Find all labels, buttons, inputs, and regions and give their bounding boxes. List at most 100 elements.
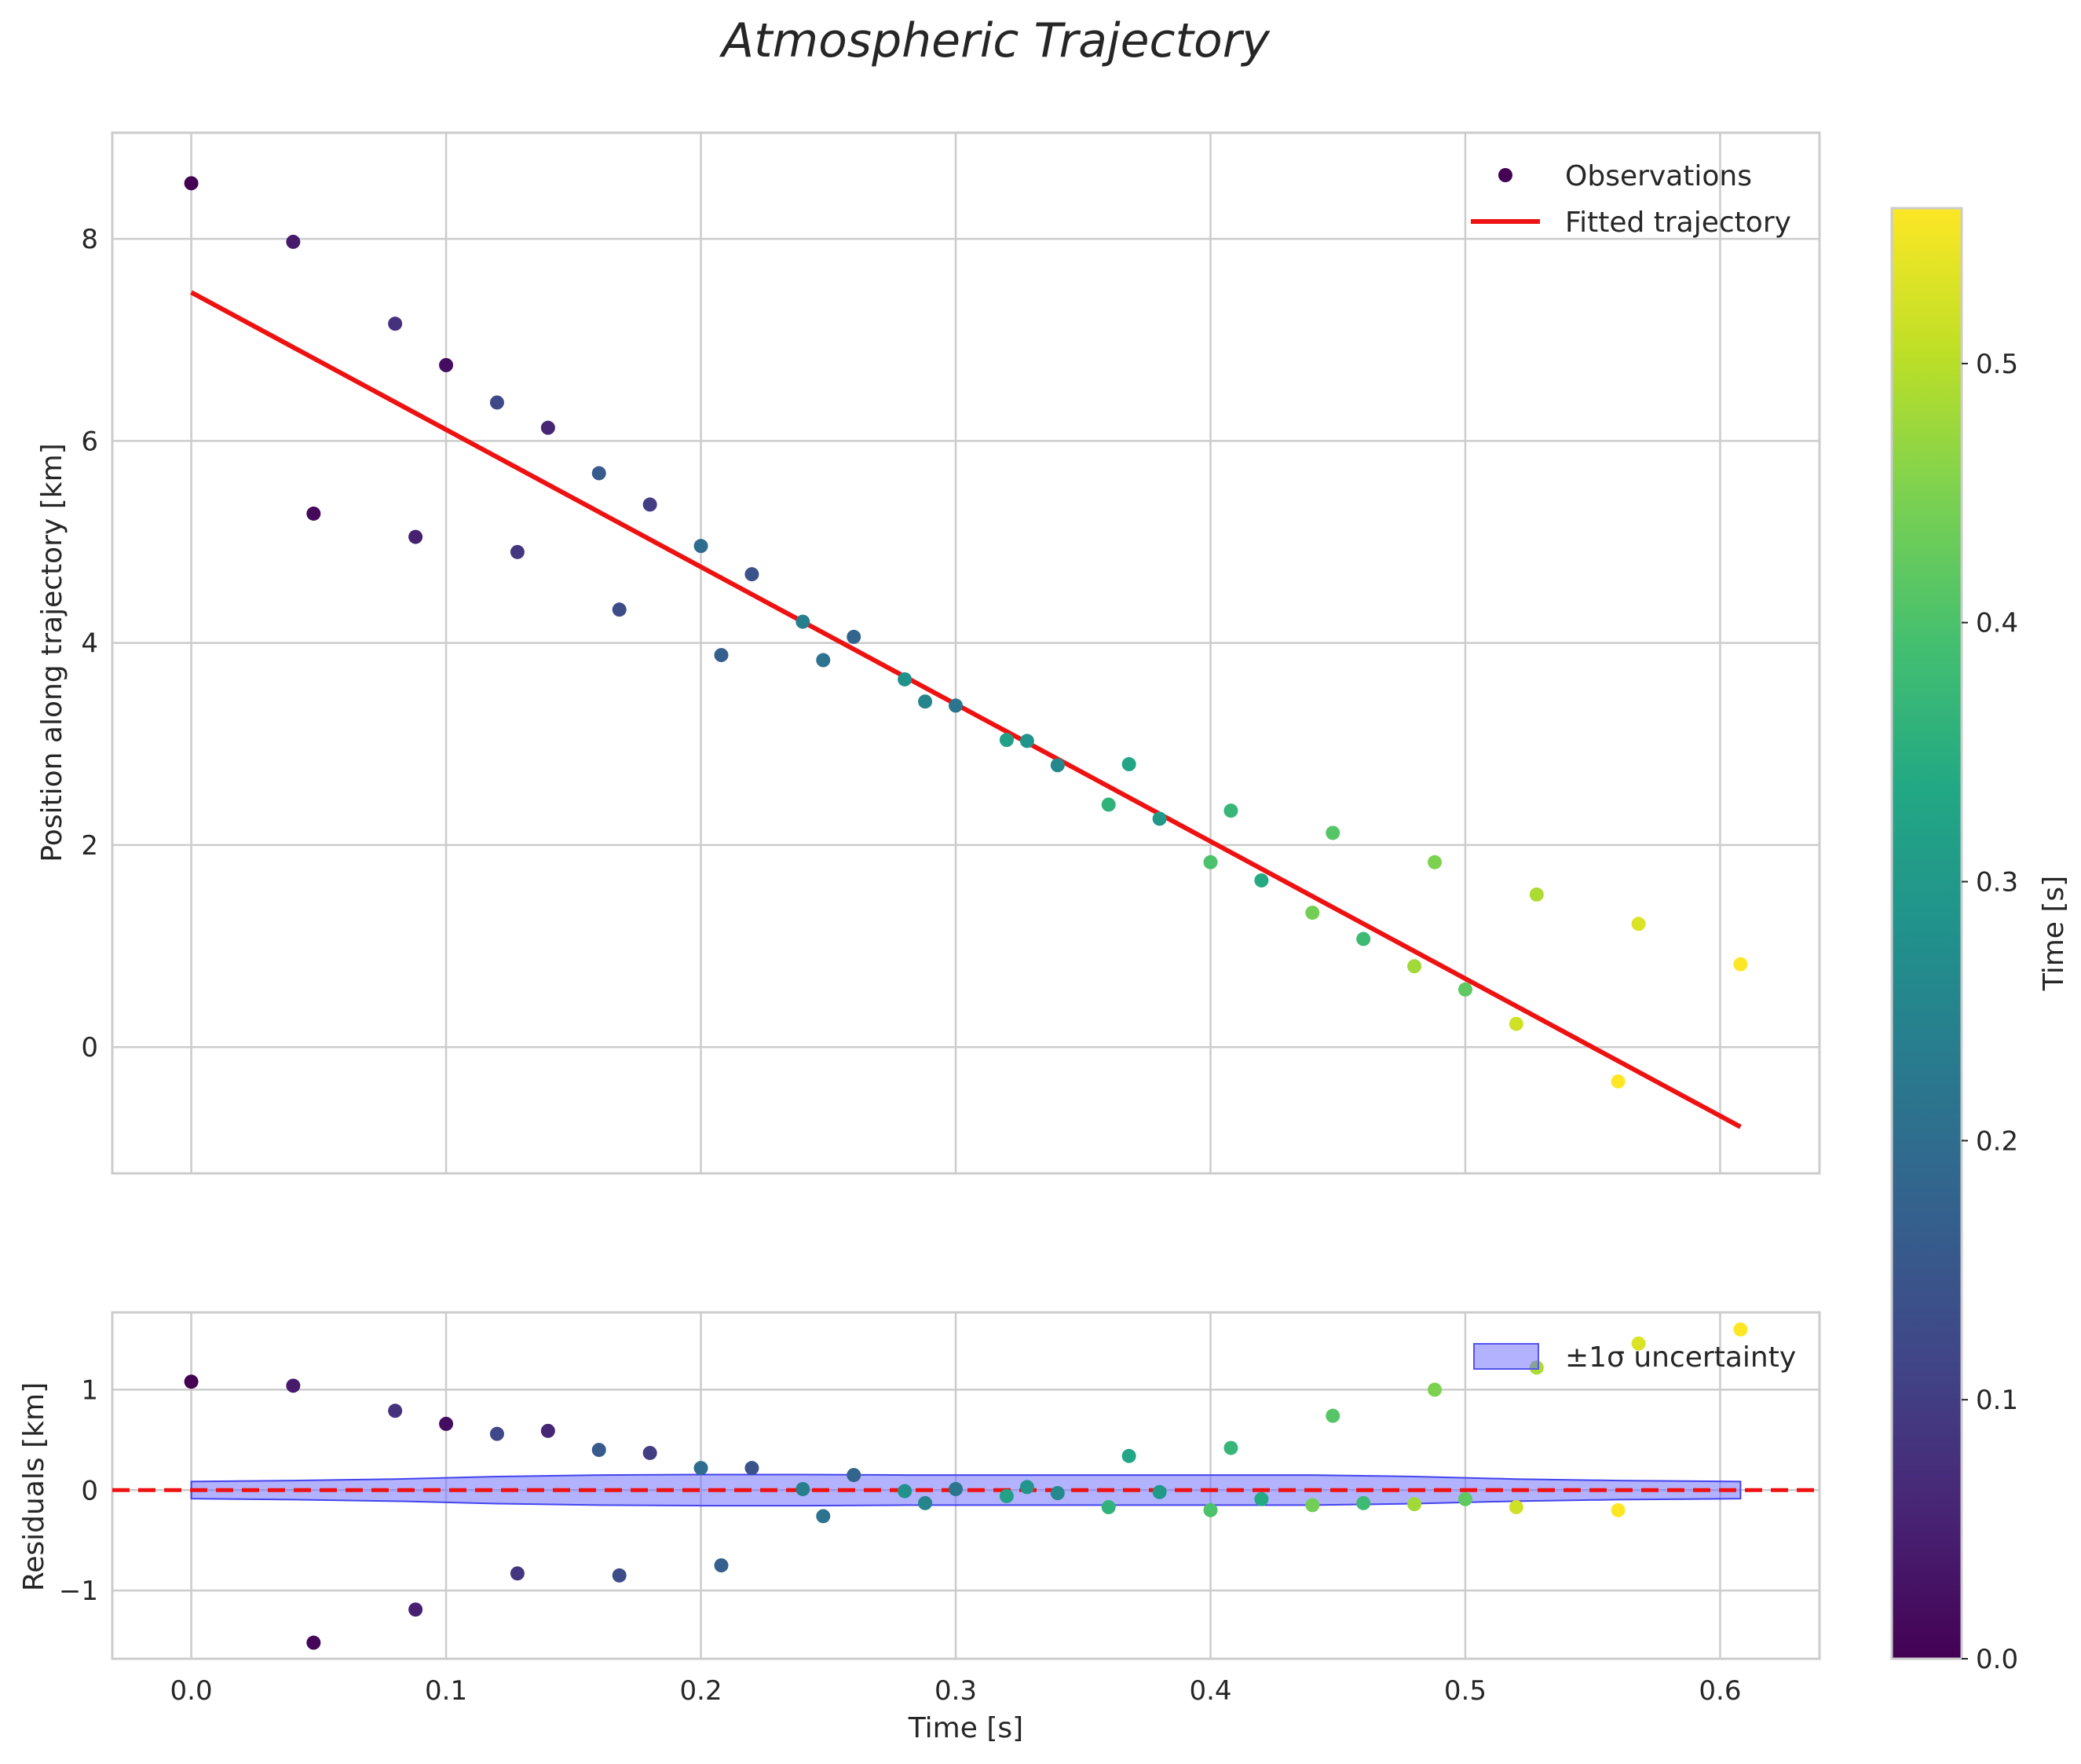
observation-point bbox=[642, 497, 657, 512]
observation-point bbox=[184, 176, 199, 191]
observation-point bbox=[286, 234, 301, 249]
observation-point bbox=[795, 614, 810, 629]
observation-point bbox=[1203, 855, 1218, 869]
observation-point bbox=[1611, 1074, 1626, 1089]
observation-point bbox=[1733, 957, 1748, 972]
observation-point bbox=[489, 395, 504, 410]
observation-point bbox=[1407, 959, 1422, 974]
observation-point bbox=[1428, 855, 1443, 869]
residual-point bbox=[1203, 1502, 1218, 1517]
uncertainty-band bbox=[190, 1473, 1742, 1507]
residual-point bbox=[1152, 1484, 1167, 1499]
y-tick-label: 0 bbox=[81, 1475, 98, 1506]
y-tick-label: 1 bbox=[81, 1374, 98, 1406]
y-tick-label: 6 bbox=[81, 426, 98, 457]
y-tick-label: 0 bbox=[81, 1032, 98, 1063]
colorbar-tick-label: 0.3 bbox=[1976, 867, 2018, 898]
trajectory-legend: Observations Fitted trajectory bbox=[1471, 160, 1791, 239]
legend-fitted-label: Fitted trajectory bbox=[1565, 207, 1791, 239]
observation-point bbox=[714, 648, 729, 663]
residual-point bbox=[1121, 1448, 1136, 1463]
residual-point bbox=[847, 1468, 861, 1483]
trajectory-panel: 0 2 4 6 8 Position along trajectory [km] Obs… bbox=[36, 131, 1821, 1175]
observation-point bbox=[1254, 873, 1269, 887]
residual-point bbox=[510, 1566, 525, 1581]
observation-point bbox=[1152, 811, 1167, 826]
residual-point bbox=[306, 1635, 321, 1650]
uncertainty-band-layer bbox=[190, 1473, 1742, 1507]
y-tick-label: 2 bbox=[81, 830, 98, 862]
x-axis-ticks: 0.0 0.1 0.2 0.3 0.4 0.5 0.6 bbox=[170, 1675, 1742, 1707]
observation-point bbox=[1121, 757, 1136, 772]
observation-point bbox=[540, 420, 555, 435]
legend-observations-marker bbox=[1498, 168, 1512, 182]
observation-point bbox=[1457, 982, 1472, 997]
residual-point bbox=[898, 1484, 912, 1499]
observation-point bbox=[1529, 887, 1544, 902]
observation-point bbox=[898, 672, 912, 686]
observation-point bbox=[1050, 758, 1065, 773]
residual-point bbox=[714, 1558, 729, 1573]
residual-point bbox=[591, 1443, 606, 1458]
residual-point bbox=[1356, 1495, 1371, 1510]
residual-point bbox=[1254, 1491, 1269, 1506]
residual-point bbox=[1733, 1322, 1748, 1337]
colorbar-tick-label: 0.4 bbox=[1976, 608, 2018, 639]
observation-point bbox=[1356, 931, 1371, 946]
residual-point bbox=[540, 1423, 555, 1438]
trajectory-y-ticks: 0 2 4 6 8 bbox=[81, 224, 98, 1063]
observation-point bbox=[591, 466, 606, 481]
colorbar-gradient bbox=[1890, 207, 1963, 1660]
residuals-y-ticks: −1 0 1 bbox=[59, 1374, 98, 1607]
residual-point bbox=[1631, 1336, 1646, 1351]
residual-points-layer bbox=[184, 1322, 1748, 1650]
residual-point bbox=[1509, 1499, 1523, 1514]
residual-point bbox=[949, 1481, 964, 1496]
residual-point bbox=[439, 1416, 454, 1431]
trajectory-grid bbox=[112, 133, 1820, 1173]
residual-point bbox=[184, 1374, 199, 1389]
observation-point bbox=[1305, 906, 1320, 920]
residual-point bbox=[693, 1461, 708, 1476]
residual-point bbox=[1407, 1497, 1422, 1512]
x-axis-label: Time [s] bbox=[908, 1712, 1023, 1744]
residuals-y-axis-label: Residuals [km] bbox=[18, 1382, 50, 1591]
observation-point bbox=[388, 317, 403, 331]
observations-layer bbox=[184, 176, 1748, 1089]
residual-point bbox=[286, 1378, 301, 1393]
x-tick-label: 0.5 bbox=[1444, 1675, 1487, 1707]
residual-point bbox=[612, 1568, 627, 1583]
residual-point bbox=[642, 1445, 657, 1460]
observation-point bbox=[744, 567, 759, 582]
observation-point bbox=[1509, 1016, 1523, 1031]
y-tick-label: 4 bbox=[81, 628, 98, 660]
legend-uncertainty-swatch bbox=[1473, 1343, 1539, 1370]
residual-point bbox=[1428, 1382, 1443, 1397]
x-tick-label: 0.2 bbox=[680, 1675, 722, 1707]
observation-point bbox=[816, 653, 831, 668]
observation-point bbox=[1101, 797, 1116, 812]
residual-point bbox=[489, 1426, 504, 1441]
residual-point bbox=[1019, 1480, 1034, 1495]
colorbar-tick-label: 0.0 bbox=[1976, 1644, 2018, 1675]
x-tick-label: 0.3 bbox=[934, 1675, 977, 1707]
observation-point bbox=[306, 506, 321, 521]
residual-point bbox=[408, 1602, 423, 1617]
colorbar-tick-label: 0.2 bbox=[1976, 1125, 2018, 1157]
legend-observations-label: Observations bbox=[1565, 160, 1752, 192]
observation-point bbox=[1631, 917, 1646, 931]
residual-point bbox=[1305, 1498, 1320, 1513]
observation-point bbox=[612, 602, 627, 617]
observation-point bbox=[949, 698, 964, 713]
residual-point bbox=[999, 1488, 1014, 1503]
fitted-trajectory-line bbox=[190, 290, 1742, 1129]
residual-point bbox=[388, 1404, 403, 1418]
trajectory-y-axis-label: Position along trajectory [km] bbox=[36, 443, 68, 862]
x-tick-label: 0.1 bbox=[425, 1675, 467, 1707]
x-tick-label: 0.0 bbox=[170, 1675, 213, 1707]
y-tick-label: −1 bbox=[59, 1576, 98, 1607]
observation-point bbox=[999, 733, 1014, 748]
colorbar-label: Time [s] bbox=[2038, 876, 2070, 991]
residual-point bbox=[1457, 1491, 1472, 1506]
